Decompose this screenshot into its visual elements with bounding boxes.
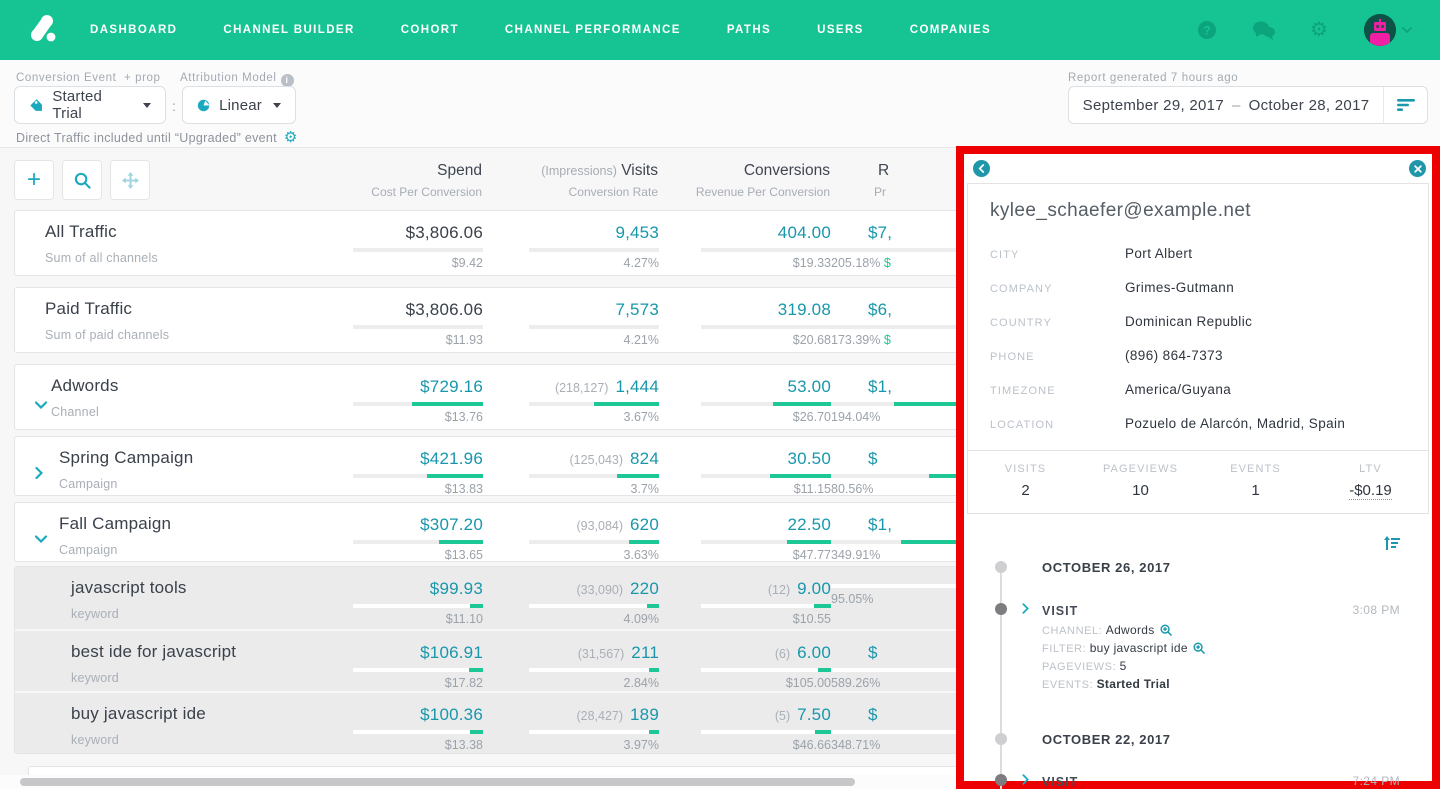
expand-chevron-icon[interactable] bbox=[1022, 774, 1029, 785]
add-channel-button[interactable]: + bbox=[14, 160, 54, 200]
note-gear-icon[interactable]: ⚙ bbox=[283, 129, 298, 146]
sort-order-icon[interactable] bbox=[1384, 536, 1400, 550]
row-title: Paid Traffic bbox=[45, 299, 133, 318]
chat-icon[interactable] bbox=[1252, 19, 1275, 41]
svg-text:?: ? bbox=[1203, 24, 1210, 38]
column-conversions[interactable]: Conversions Revenue Per Conversion bbox=[695, 162, 830, 199]
timeline-date: OCTOBER 26, 2017 bbox=[964, 560, 1432, 575]
nav-item-channel-performance[interactable]: CHANNEL PERFORMANCE bbox=[504, 24, 681, 36]
conversion-event-dropdown[interactable]: Started Trial bbox=[14, 86, 166, 124]
activity-timeline: OCTOBER 26, 2017 VISIT 3:08 PM CHANNEL: … bbox=[964, 514, 1432, 789]
conversion-event-label: Conversion Event + prop bbox=[16, 72, 161, 84]
user-email: kylee_schaefer@example.net bbox=[990, 200, 1251, 221]
user-menu[interactable] bbox=[1364, 14, 1412, 46]
row-title: Spring Campaign bbox=[59, 448, 194, 467]
search-button[interactable] bbox=[62, 160, 102, 200]
avatar bbox=[1364, 14, 1396, 46]
field-timezone: TIMEZONE America/Guyana bbox=[990, 381, 1232, 397]
row-subtitle: Sum of paid channels bbox=[45, 328, 170, 342]
field-city: CITY Port Albert bbox=[990, 245, 1193, 261]
attribution-model-label: Attribution Model i bbox=[180, 72, 294, 87]
scrollbar-thumb[interactable] bbox=[20, 778, 855, 786]
field-phone: PHONE (896) 864-7373 bbox=[990, 347, 1223, 363]
visit-time: 3:08 PM bbox=[1352, 603, 1400, 617]
conversion-event-value: Started Trial bbox=[52, 88, 103, 122]
visit-time: 7:24 PM bbox=[1352, 774, 1400, 788]
timeline-visit: VISIT 3:08 PM CHANNEL: Adwords FILTER: b… bbox=[964, 602, 1432, 692]
report-generated-label: Report generated 7 hours ago bbox=[1068, 72, 1239, 84]
field-country: COUNTRY Dominican Republic bbox=[990, 313, 1253, 329]
collapse-chevron-icon[interactable] bbox=[35, 401, 47, 409]
chevron-down-icon bbox=[1402, 27, 1412, 33]
row-title: Fall Campaign bbox=[59, 514, 172, 533]
user-stats: VISITS 2 PAGEVIEWS 10 EVENTS 1 LTV -$0.19 bbox=[967, 451, 1429, 514]
date-filter-icon[interactable] bbox=[1383, 87, 1427, 123]
field-company: COMPANY Grimes-Gutmann bbox=[990, 279, 1235, 295]
row-subtitle: Sum of all channels bbox=[45, 251, 158, 265]
date-range-value: September 29, 2017– October 28, 2017 bbox=[1082, 96, 1370, 114]
timeline-line bbox=[1000, 566, 1002, 789]
expand-chevron-icon[interactable] bbox=[35, 467, 43, 479]
row-title: best ide for javascript bbox=[71, 642, 237, 661]
column-visits[interactable]: (Impressions) Visits Conversion Rate bbox=[541, 162, 658, 199]
attribution-model-value: Linear bbox=[219, 96, 262, 114]
row-title: javascript tools bbox=[71, 578, 187, 597]
dropdown-separator: : bbox=[172, 98, 176, 114]
row-subtitle: keyword bbox=[71, 671, 119, 685]
close-icon[interactable] bbox=[1409, 160, 1426, 177]
field-location: LOCATION Pozuelo de Alarcón, Madrid, Spai… bbox=[990, 415, 1346, 431]
app-logo[interactable] bbox=[28, 13, 62, 47]
nav-item-cohort[interactable]: COHORT bbox=[400, 24, 459, 36]
row-title: Adwords bbox=[51, 376, 119, 395]
stat-visits: VISITS 2 bbox=[1004, 463, 1047, 499]
collapse-chevron-icon[interactable] bbox=[35, 535, 47, 543]
direct-traffic-note: Direct Traffic included until “Upgraded”… bbox=[16, 129, 298, 146]
caret-down-icon bbox=[273, 102, 281, 108]
nav-item-dashboard[interactable]: DASHBOARD bbox=[90, 24, 178, 36]
pie-chart-icon bbox=[197, 99, 210, 111]
row-subtitle: Campaign bbox=[59, 543, 118, 557]
top-nav: DASHBOARD CHANNEL BUILDER COHORT CHANNEL… bbox=[0, 0, 1440, 60]
column-revenue[interactable]: R Pr bbox=[874, 162, 890, 199]
stat-events: EVENTS 1 bbox=[1230, 463, 1281, 499]
add-prop-link[interactable]: + prop bbox=[123, 72, 161, 84]
attribution-model-dropdown[interactable]: Linear bbox=[182, 86, 296, 124]
stat-pageviews: PAGEVIEWS 10 bbox=[1102, 463, 1179, 499]
horizontal-scrollbar[interactable] bbox=[0, 775, 956, 789]
info-icon[interactable]: i bbox=[280, 74, 294, 87]
table-header: + Spend Cost Per Conversion (Impressions… bbox=[14, 148, 1426, 210]
column-spend[interactable]: Spend Cost Per Conversion bbox=[371, 162, 482, 199]
user-profile-card: kylee_schaefer@example.net CITY Port Albe… bbox=[967, 183, 1429, 451]
move-button[interactable] bbox=[110, 160, 150, 200]
nav-item-companies[interactable]: COMPANIES bbox=[909, 24, 992, 36]
settings-gear-icon[interactable]: ⚙ bbox=[1310, 19, 1328, 41]
filter-bar: Conversion Event + prop Attribution Mode… bbox=[0, 60, 1440, 148]
date-range-picker[interactable]: September 29, 2017– October 28, 2017 bbox=[1068, 86, 1428, 124]
caret-down-icon bbox=[143, 102, 151, 108]
user-detail-panel: kylee_schaefer@example.net CITY Port Albe… bbox=[956, 146, 1440, 789]
help-icon[interactable]: ? bbox=[1196, 19, 1218, 41]
stat-ltv: LTV -$0.19 bbox=[1349, 463, 1392, 500]
row-subtitle: Campaign bbox=[59, 477, 118, 491]
timeline-date: OCTOBER 22, 2017 bbox=[964, 732, 1432, 747]
expand-chevron-icon[interactable] bbox=[1022, 603, 1029, 614]
timeline-visit: VISIT 7:24 PM CHANNEL: Content FILTER: O… bbox=[964, 773, 1432, 789]
row-title: All Traffic bbox=[45, 222, 117, 241]
row-subtitle: keyword bbox=[71, 607, 119, 621]
row-title: buy javascript ide bbox=[71, 704, 206, 723]
tag-icon bbox=[30, 98, 42, 111]
nav-item-paths[interactable]: PATHS bbox=[726, 24, 772, 36]
row-subtitle: keyword bbox=[71, 733, 119, 747]
nav-item-channel-builder[interactable]: CHANNEL BUILDER bbox=[223, 24, 355, 36]
zoom-in-icon[interactable] bbox=[1193, 641, 1205, 654]
nav-item-users[interactable]: USERS bbox=[817, 24, 864, 36]
zoom-in-icon[interactable] bbox=[1160, 623, 1172, 636]
nav-menu: DASHBOARD CHANNEL BUILDER COHORT CHANNEL… bbox=[90, 24, 991, 36]
row-subtitle: Channel bbox=[51, 405, 99, 419]
back-button[interactable] bbox=[973, 160, 990, 177]
